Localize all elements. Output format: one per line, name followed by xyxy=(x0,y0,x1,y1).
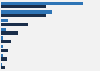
Bar xyxy=(1,40,11,43)
Bar xyxy=(1,45,3,48)
Bar xyxy=(1,54,3,57)
Bar xyxy=(1,10,52,14)
Bar xyxy=(1,2,83,5)
Bar xyxy=(1,31,18,35)
Bar xyxy=(1,49,8,52)
Bar xyxy=(1,28,6,31)
Bar xyxy=(1,19,8,22)
Bar xyxy=(1,66,5,69)
Bar xyxy=(1,14,46,17)
Bar xyxy=(1,5,46,8)
Bar xyxy=(1,36,3,40)
Bar xyxy=(1,23,28,26)
Bar xyxy=(1,63,2,66)
Bar xyxy=(1,57,7,61)
